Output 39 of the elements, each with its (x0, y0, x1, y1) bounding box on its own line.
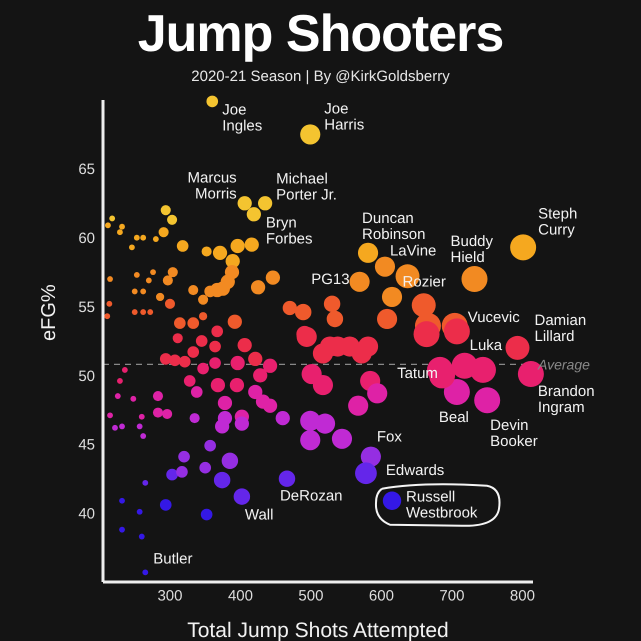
annotation: Butler (153, 550, 192, 568)
annotation: Joe Ingles (222, 101, 262, 134)
annotation: Steph Curry (538, 205, 578, 238)
annotation: Michael Porter Jr. (276, 170, 337, 204)
annotation: LaVine (390, 242, 436, 260)
annotation: Vucevic (468, 308, 520, 326)
y-axis-title: eFG% (38, 284, 60, 341)
annotation: Wall (244, 506, 274, 524)
y-tick-label: 50 (78, 368, 95, 385)
x-tick-label: 800 (510, 588, 535, 605)
ref-line-label: Average (537, 356, 590, 372)
annotation: PG13 (311, 270, 350, 288)
y-tick-label: 60 (78, 230, 95, 248)
annotation: Devin Booker (490, 417, 538, 450)
x-tick-label: 400 (228, 588, 253, 605)
x-tick-label: 300 (157, 588, 182, 605)
y-tick-label: 40 (78, 505, 95, 522)
chart-title: Jump Shooters (136, 4, 504, 64)
annotation: Buddy Hield (450, 233, 494, 266)
annotation: Damian Lillard (534, 312, 586, 345)
annotation: Beal (438, 408, 469, 426)
y-tick-label: 65 (78, 161, 95, 178)
y-tick-label: 55 (78, 298, 95, 316)
annotation: Edwards (386, 462, 444, 480)
x-tick-label: 600 (368, 588, 394, 605)
annotation: DeRozan (280, 488, 343, 505)
annotation: Russell Westbrook (406, 488, 478, 522)
annotation: Fox (376, 428, 402, 446)
annotation: Duncan Robinson (362, 210, 426, 243)
x-tick-label: 500 (298, 588, 324, 605)
annotation: Marcus Morris (188, 169, 237, 202)
y-tick-label: 45 (78, 436, 95, 454)
annotation: Luka (470, 336, 503, 354)
x-tick-label: 700 (439, 588, 464, 605)
annotation: Brandon Ingram (538, 383, 595, 416)
annotation: Joe Harris (324, 100, 364, 134)
x-axis-title: Total Jump Shots Attempted (187, 619, 449, 641)
annotation: Bryn Forbes (266, 214, 313, 248)
chart-subtitle: 2020-21 Season | By @KirkGoldsberry (190, 68, 451, 85)
